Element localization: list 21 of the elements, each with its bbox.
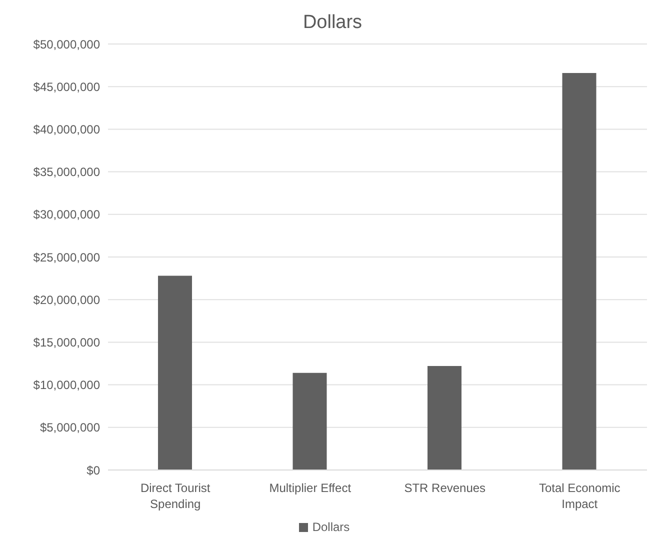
- y-tick-label: $0: [86, 463, 100, 478]
- y-tick-label: $50,000,000: [33, 37, 100, 52]
- bar: [292, 372, 327, 470]
- bar: [158, 276, 192, 470]
- y-tick-label: $15,000,000: [33, 335, 100, 350]
- bar: [562, 72, 596, 470]
- bar: [428, 366, 462, 470]
- x-tick-label: Direct Tourist Spending: [140, 481, 211, 511]
- y-tick-label: $25,000,000: [33, 250, 100, 264]
- y-tick-label: $10,000,000: [33, 378, 100, 392]
- chart-title: Dollars: [302, 11, 364, 35]
- x-tick-label: Multiplier Effect: [269, 481, 352, 495]
- x-tick-label: Total Economic Impact: [538, 481, 620, 511]
- y-tick-label: $20,000,000: [33, 292, 100, 307]
- y-tick-label: $40,000,000: [33, 122, 100, 136]
- y-tick-label: $35,000,000: [33, 165, 100, 180]
- y-tick-label: $45,000,000: [33, 80, 100, 94]
- y-tick-label: $30,000,000: [33, 208, 100, 222]
- x-tick-label: STR Revenues: [404, 481, 486, 495]
- y-tick-label: $5,000,000: [40, 420, 100, 435]
- legend-label: Dollars: [312, 520, 350, 534]
